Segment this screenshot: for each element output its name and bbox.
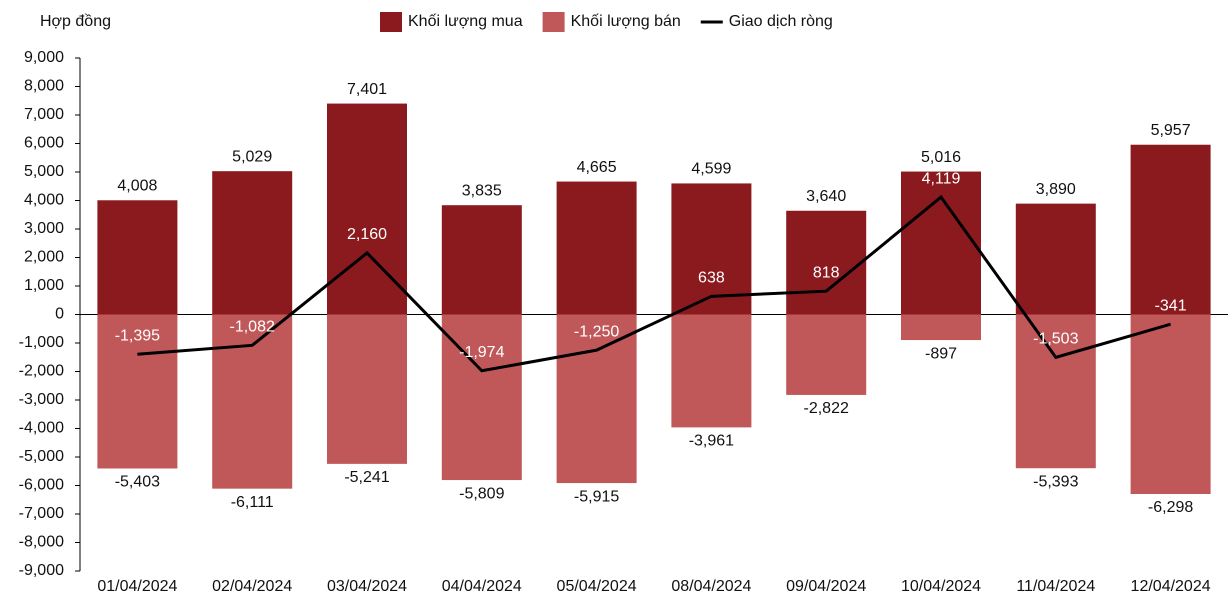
y-tick-label: 6,000 bbox=[24, 135, 64, 152]
y-tick-label: -4,000 bbox=[19, 420, 64, 437]
y-tick-label: 2,000 bbox=[24, 249, 64, 266]
value-label: -1,974 bbox=[459, 344, 504, 361]
bar bbox=[97, 314, 178, 469]
x-tick-label: 12/04/2024 bbox=[1131, 578, 1211, 595]
bar bbox=[1130, 144, 1211, 315]
x-tick-label: 02/04/2024 bbox=[212, 578, 292, 595]
value-label: -5,809 bbox=[459, 485, 504, 502]
value-label: 5,957 bbox=[1151, 122, 1191, 139]
bar bbox=[212, 171, 293, 315]
x-tick-label: 08/04/2024 bbox=[671, 578, 751, 595]
value-label: 5,016 bbox=[921, 149, 961, 166]
value-label: -1,395 bbox=[115, 327, 160, 344]
y-tick-label: -8,000 bbox=[19, 534, 64, 551]
y-tick-label: -6,000 bbox=[19, 477, 64, 494]
bar bbox=[671, 314, 752, 428]
value-label: 2,160 bbox=[347, 226, 387, 243]
value-label: -5,403 bbox=[115, 474, 160, 491]
value-label: 3,640 bbox=[806, 188, 846, 205]
value-label: -1,503 bbox=[1033, 331, 1078, 348]
y-tick-label: 5,000 bbox=[24, 163, 64, 180]
bar bbox=[1015, 314, 1096, 469]
bar bbox=[786, 314, 867, 395]
y-tick-label: -3,000 bbox=[19, 391, 64, 408]
y-tick-label: 1,000 bbox=[24, 277, 64, 294]
value-label: 4,119 bbox=[922, 170, 961, 187]
net-line bbox=[137, 194, 1172, 373]
x-tick-label: 09/04/2024 bbox=[786, 578, 866, 595]
bar bbox=[556, 181, 637, 315]
bar bbox=[556, 314, 637, 484]
value-label: 4,599 bbox=[691, 161, 731, 178]
value-label: -5,393 bbox=[1033, 473, 1078, 490]
y-tick-label: 8,000 bbox=[24, 78, 64, 95]
bar bbox=[1015, 203, 1096, 315]
bar bbox=[212, 314, 293, 489]
value-label: -3,961 bbox=[689, 433, 734, 450]
value-label: -341 bbox=[1155, 297, 1187, 314]
x-tick-label: 11/04/2024 bbox=[1016, 578, 1095, 595]
x-tick-label: 01/04/2024 bbox=[97, 578, 177, 595]
legend-label: Khối lượng bán bbox=[571, 13, 681, 30]
legend-swatch bbox=[542, 12, 565, 32]
value-label: 5,029 bbox=[232, 148, 272, 165]
bar bbox=[671, 183, 752, 315]
x-tick-label: 05/04/2024 bbox=[557, 578, 637, 595]
value-label: 3,890 bbox=[1036, 181, 1076, 198]
y-tick-label: -2,000 bbox=[19, 363, 64, 380]
value-label: -2,822 bbox=[804, 400, 849, 417]
bar bbox=[441, 314, 522, 481]
y-tick-label: 0 bbox=[55, 306, 64, 323]
value-label: -6,111 bbox=[231, 494, 274, 511]
bar bbox=[441, 205, 522, 315]
x-tick-label: 04/04/2024 bbox=[442, 578, 522, 595]
legend-swatch bbox=[380, 12, 402, 32]
value-label: 638 bbox=[698, 270, 725, 287]
bar bbox=[786, 210, 867, 315]
y-tick-label: -7,000 bbox=[19, 505, 64, 522]
legend-label: Khối lượng mua bbox=[408, 13, 523, 30]
bar bbox=[327, 314, 407, 464]
bar bbox=[901, 314, 981, 341]
x-tick-label: 03/04/2024 bbox=[327, 578, 407, 595]
value-label: -1,250 bbox=[574, 323, 619, 340]
bar bbox=[97, 200, 178, 315]
bar bbox=[1130, 314, 1211, 494]
y-tick-label: -9,000 bbox=[19, 562, 64, 579]
y-tick-label: 3,000 bbox=[24, 220, 64, 237]
legend-label: Giao dịch ròng bbox=[729, 13, 833, 30]
value-label: -5,241 bbox=[344, 469, 389, 486]
value-label: -897 bbox=[925, 345, 957, 362]
value-label: 4,665 bbox=[577, 159, 617, 176]
value-label: 818 bbox=[813, 264, 840, 281]
y-tick-label: 7,000 bbox=[24, 106, 64, 123]
value-label: -6,298 bbox=[1148, 499, 1193, 516]
value-label: -1,082 bbox=[230, 319, 275, 336]
value-label: 7,401 bbox=[347, 81, 387, 98]
y-tick-label: 4,000 bbox=[24, 192, 64, 209]
value-label: 3,835 bbox=[462, 182, 502, 199]
axis-title: Hợp đồng bbox=[40, 13, 111, 30]
x-tick-label: 10/04/2024 bbox=[901, 578, 981, 595]
y-tick-label: 9,000 bbox=[24, 49, 64, 66]
bar bbox=[901, 171, 981, 315]
y-tick-label: -5,000 bbox=[19, 448, 64, 465]
value-label: -5,915 bbox=[574, 488, 619, 505]
y-tick-label: -1,000 bbox=[19, 334, 64, 351]
value-label: 4,008 bbox=[117, 177, 157, 194]
